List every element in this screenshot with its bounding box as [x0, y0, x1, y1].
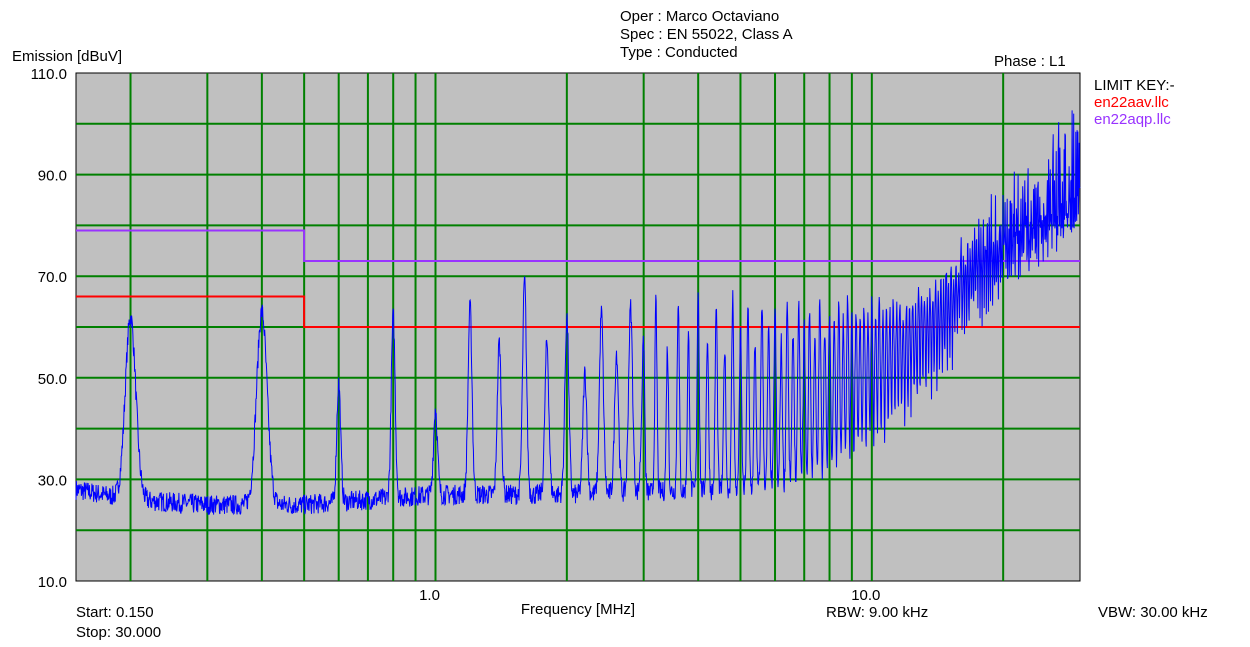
- x-tick-label: 1.0: [419, 587, 440, 604]
- x-ticks: 1.0 10.0: [419, 587, 880, 604]
- footer-rbw: RBW: 9.00 kHz: [826, 604, 929, 621]
- y-axis-label: Emission [dBuV]: [12, 48, 122, 65]
- limit-line-en22aqp.llc: [76, 229, 1080, 262]
- footer-start: Start: 0.150: [76, 604, 154, 621]
- y-tick-label: 70.0: [38, 269, 67, 286]
- footer-vbw: VBW: 30.00 kHz: [1098, 604, 1208, 621]
- y-tick-label: 110.0: [31, 66, 67, 83]
- y-ticks: 10.0 30.0 50.0 70.0 90.0 110.0: [31, 66, 67, 591]
- limit-lines: [76, 229, 1080, 328]
- emission-trace: [75, 110, 1081, 515]
- header-oper: Oper : Marco Octaviano: [620, 8, 780, 25]
- legend: LIMIT KEY:- en22aav.llc en22aqp.llc: [1094, 77, 1175, 128]
- header-phase: Phase : L1: [994, 53, 1066, 70]
- y-tick-label: 10.0: [38, 574, 67, 591]
- y-tick-label: 50.0: [38, 371, 67, 388]
- x-tick-label: 10.0: [851, 587, 880, 604]
- header-spec: Spec : EN 55022, Class A: [620, 26, 793, 43]
- x-axis-label: Frequency [MHz]: [521, 601, 635, 618]
- y-tick-label: 30.0: [38, 472, 67, 489]
- legend-item-quasipeak: en22aqp.llc: [1094, 111, 1171, 128]
- limit-line-en22aav.llc: [76, 295, 1080, 328]
- legend-item-average: en22aav.llc: [1094, 94, 1169, 111]
- y-tick-label: 90.0: [38, 168, 67, 185]
- footer-stop: Stop: 30.000: [76, 624, 162, 641]
- legend-title: LIMIT KEY:-: [1094, 77, 1175, 94]
- header-type: Type : Conducted: [620, 44, 738, 61]
